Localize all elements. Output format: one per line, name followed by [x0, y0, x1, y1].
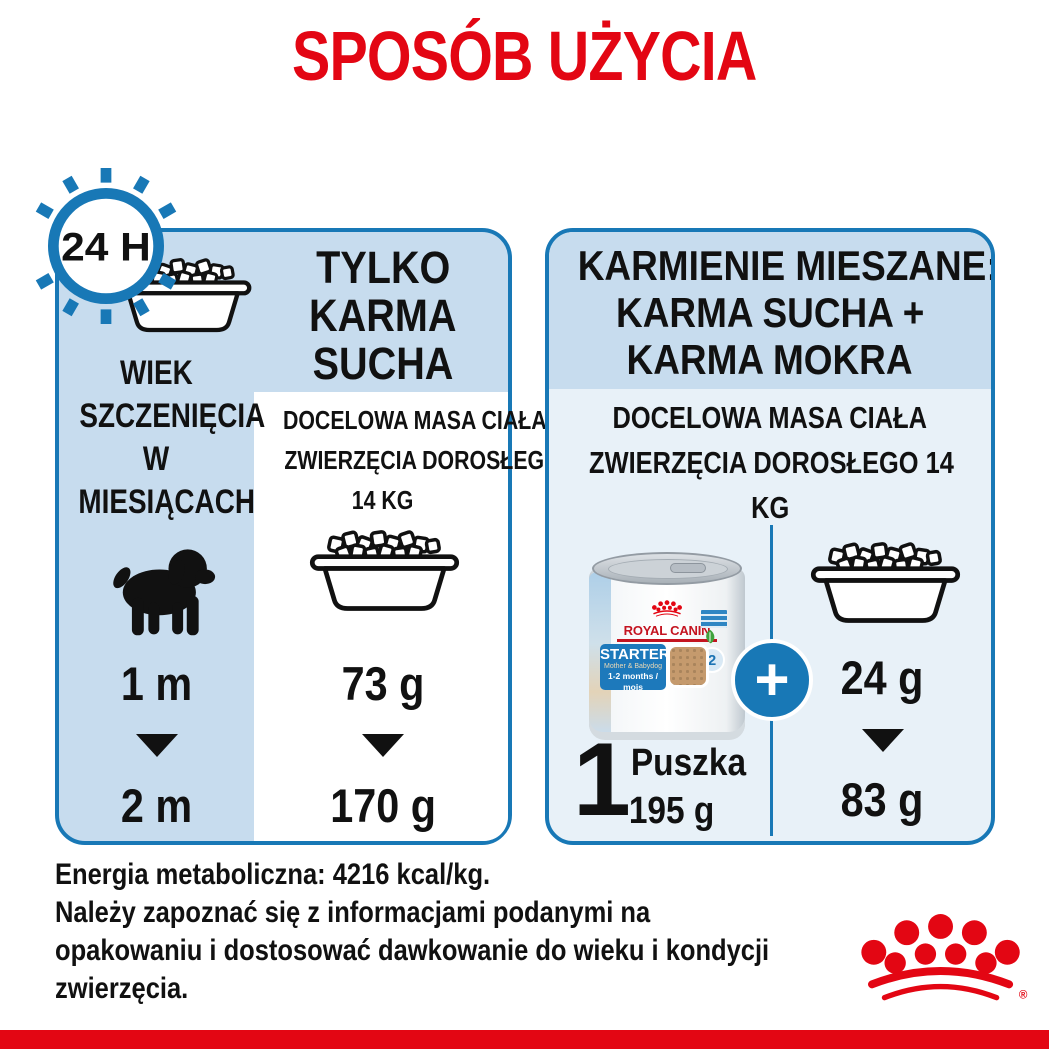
dry-panel-white-box [254, 392, 508, 841]
can-brand-rule [617, 639, 717, 642]
can-lid [592, 552, 742, 585]
age-start-value: 1 m [120, 657, 193, 710]
can-claim-flash [699, 608, 729, 630]
wet-unit-label: Puszka [630, 742, 747, 784]
royal-canin-logo: ® [856, 906, 1028, 1008]
plus-icon: + [731, 639, 813, 721]
puppy-age-label: WIEK SZCZENIĘCIA W MIESIĄCACH [78, 354, 266, 521]
down-arrow-icon [254, 734, 512, 757]
down-arrow-icon [59, 734, 254, 757]
dry-portion-start-value: 73 g [341, 657, 425, 710]
bottom-red-bar [0, 1030, 1049, 1049]
wet-food-can-image: ROYAL CANIN 2 STARTER Mother & Babydog 1… [587, 552, 747, 748]
down-arrow-icon [770, 729, 991, 752]
can-pate-photo [667, 644, 709, 688]
mixed-panel-header-bg [549, 232, 991, 389]
can-brand-name: ROYAL CANIN [623, 623, 711, 638]
can-brand-block: ROYAL CANIN [611, 598, 723, 642]
kibble-bowl-icon [807, 542, 964, 628]
age-end-value: 2 m [120, 779, 193, 832]
leaf-icon [706, 629, 715, 644]
kibble-bowl-icon [306, 530, 463, 616]
page-title: SPOSÓB UŻYCIA [292, 17, 757, 95]
target-weight-label-dry: DOCELOWA MASA CIAŁA ZWIERZĘCIA DOROSŁEGO… [282, 405, 561, 515]
puppy-icon [113, 549, 216, 636]
royal-canin-crown-icon [651, 599, 683, 617]
can-product-name: STARTER [600, 646, 670, 663]
can-ring-pull [670, 563, 706, 573]
mixed-feeding-panel: KARMIENIE MIESZANE: KARMA SUCHA + KARMA … [545, 228, 995, 845]
dry-panel-header: TYLKO KARMA SUCHA [309, 242, 457, 389]
clock-label: 24 H [61, 226, 151, 270]
mixed-panel-header: KARMIENIE MIESZANE: KARMA SUCHA + KARMA … [577, 242, 995, 383]
wet-count-value: 1 [573, 722, 631, 838]
dry-portion-end-value: 170 g [330, 779, 436, 832]
24h-clock-icon: 24 H [35, 168, 177, 324]
can-subtitle: Mother & Babydog [604, 663, 662, 670]
registered-mark: ® [1019, 990, 1028, 1002]
dry-only-panel: TYLKO KARMA SUCHA WIEK SZCZENIĘCIA W MIE… [55, 228, 561, 845]
wet-weight-value: 195 g [628, 790, 715, 832]
mixed-dry-end-value: 83 g [841, 773, 924, 826]
can-product-band: STARTER Mother & Babydog 1-2 months / mo… [600, 644, 670, 692]
target-weight-label-mixed: DOCELOWA MASA CIAŁA ZWIERZĘCIA DOROSŁEGO… [589, 400, 954, 525]
can-age-range: 1-2 months / mois [607, 671, 659, 692]
footer-note: Energia metaboliczna: 4216 kcal/kg. Nale… [55, 858, 770, 1005]
mixed-dry-start-value: 24 g [841, 651, 924, 704]
